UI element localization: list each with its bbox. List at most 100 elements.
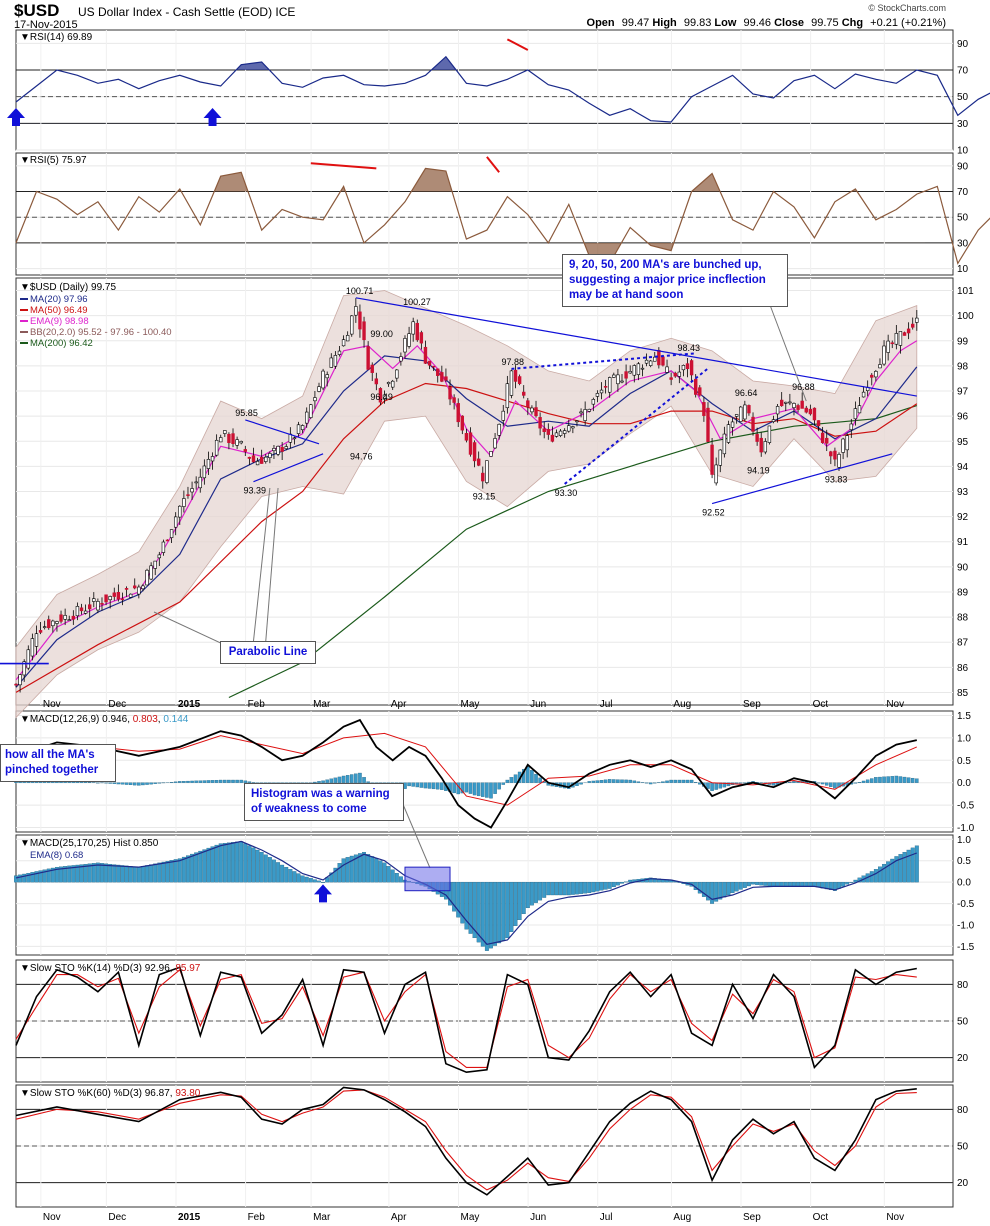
hist-bar (583, 881, 588, 894)
y-tick-label: 96 (957, 412, 969, 423)
hist-bar (796, 881, 801, 887)
hist-bar (906, 849, 911, 883)
candle-body (247, 456, 252, 459)
candle-body (341, 339, 346, 347)
candle-body (685, 363, 690, 370)
y-tick-label: 88 (957, 613, 969, 624)
low-label: Low (714, 17, 737, 29)
macd-hist-bar (493, 782, 497, 794)
hist-bar (779, 881, 784, 887)
candle-body (562, 430, 567, 434)
candle-body (779, 399, 784, 407)
hist-bar (472, 881, 477, 939)
price-candle (915, 309, 919, 331)
price-candle (247, 456, 252, 465)
hist-bar (83, 863, 88, 883)
price-candle (325, 371, 329, 387)
macd-hist-bar (218, 779, 223, 783)
macd-hist-bar (526, 766, 530, 783)
candle-body (820, 432, 825, 443)
hist-bar (329, 872, 334, 883)
macd-hist-bar (616, 779, 620, 783)
price-candle (890, 340, 894, 349)
price-candle (210, 452, 215, 470)
candle-body (67, 619, 71, 621)
macd-hist-bar (530, 770, 534, 783)
hist-ema-line (15, 840, 918, 945)
hist-bar (136, 866, 141, 883)
candle-body (841, 438, 845, 453)
hist-bar (337, 863, 342, 883)
candle-body (861, 391, 866, 398)
macd-hist-bar (194, 780, 198, 783)
price-candle (562, 428, 567, 438)
price-candle (149, 562, 153, 581)
x-axis-label: Mar (313, 1212, 331, 1223)
hist-bar (783, 881, 788, 887)
trend-line (355, 297, 917, 397)
candle-body (391, 380, 395, 388)
macd-hist-bar (833, 782, 837, 789)
price-candle (280, 442, 284, 460)
candle-body (411, 321, 415, 335)
candle-body (415, 322, 419, 341)
low-value: 99.46 (743, 17, 772, 29)
macd-hist-bar (464, 782, 469, 793)
candle-body (718, 449, 722, 466)
hist-bar (763, 881, 768, 886)
price-candle (894, 324, 899, 350)
macd-hist-bar (693, 782, 698, 783)
candle-body (608, 377, 612, 393)
macd-hist-bar (362, 777, 366, 783)
candle-body (620, 380, 624, 383)
price-candle (849, 418, 853, 438)
macd-hist-bar (321, 780, 325, 783)
hist-bar (14, 875, 18, 883)
up-arrow-icon (314, 884, 332, 903)
price-candle (468, 427, 473, 457)
price-candle (370, 362, 374, 381)
price-candle (911, 317, 915, 330)
sto-k-line (15, 966, 917, 1074)
price-candle (812, 407, 817, 426)
hist-bar (476, 881, 481, 943)
candle-body (587, 408, 591, 412)
candle-body (214, 439, 219, 456)
price-candle (268, 451, 272, 464)
hist-bar (910, 847, 915, 883)
macd-hist-bar (116, 782, 121, 785)
macd-hist-bar (870, 778, 874, 783)
macd-hist-bar (886, 776, 890, 783)
price-candle (83, 604, 88, 615)
candle-body (436, 368, 440, 376)
macd-hist-bar (427, 782, 432, 789)
price-candle (796, 403, 800, 413)
candle-body (79, 607, 84, 612)
candle-body (47, 619, 51, 629)
candle-body (399, 356, 403, 362)
price-level-label: 92.52 (702, 508, 725, 518)
hist-bar (710, 881, 715, 904)
panel-sto14: 80 50 20 (15, 959, 969, 1083)
price-candle (137, 584, 141, 599)
hist-bar (452, 881, 457, 912)
highlight-box (404, 866, 451, 892)
hist-bar (366, 854, 371, 883)
price-candle (231, 428, 235, 448)
price-candle (734, 414, 739, 424)
price-candle (382, 390, 387, 404)
price-candle (395, 369, 399, 382)
candle-body (567, 425, 571, 432)
macd-hist-bar (149, 782, 153, 785)
price-candle (820, 426, 825, 444)
price-candle (38, 621, 43, 635)
macd-hist-bar (878, 776, 882, 783)
price-candle (763, 438, 768, 455)
hist-bar (239, 841, 244, 883)
hist-bar (620, 881, 624, 884)
price-candle (677, 365, 682, 384)
price-candle (644, 353, 649, 367)
price-candle (251, 447, 256, 463)
candle-body (354, 306, 358, 316)
price-candle (702, 396, 706, 422)
